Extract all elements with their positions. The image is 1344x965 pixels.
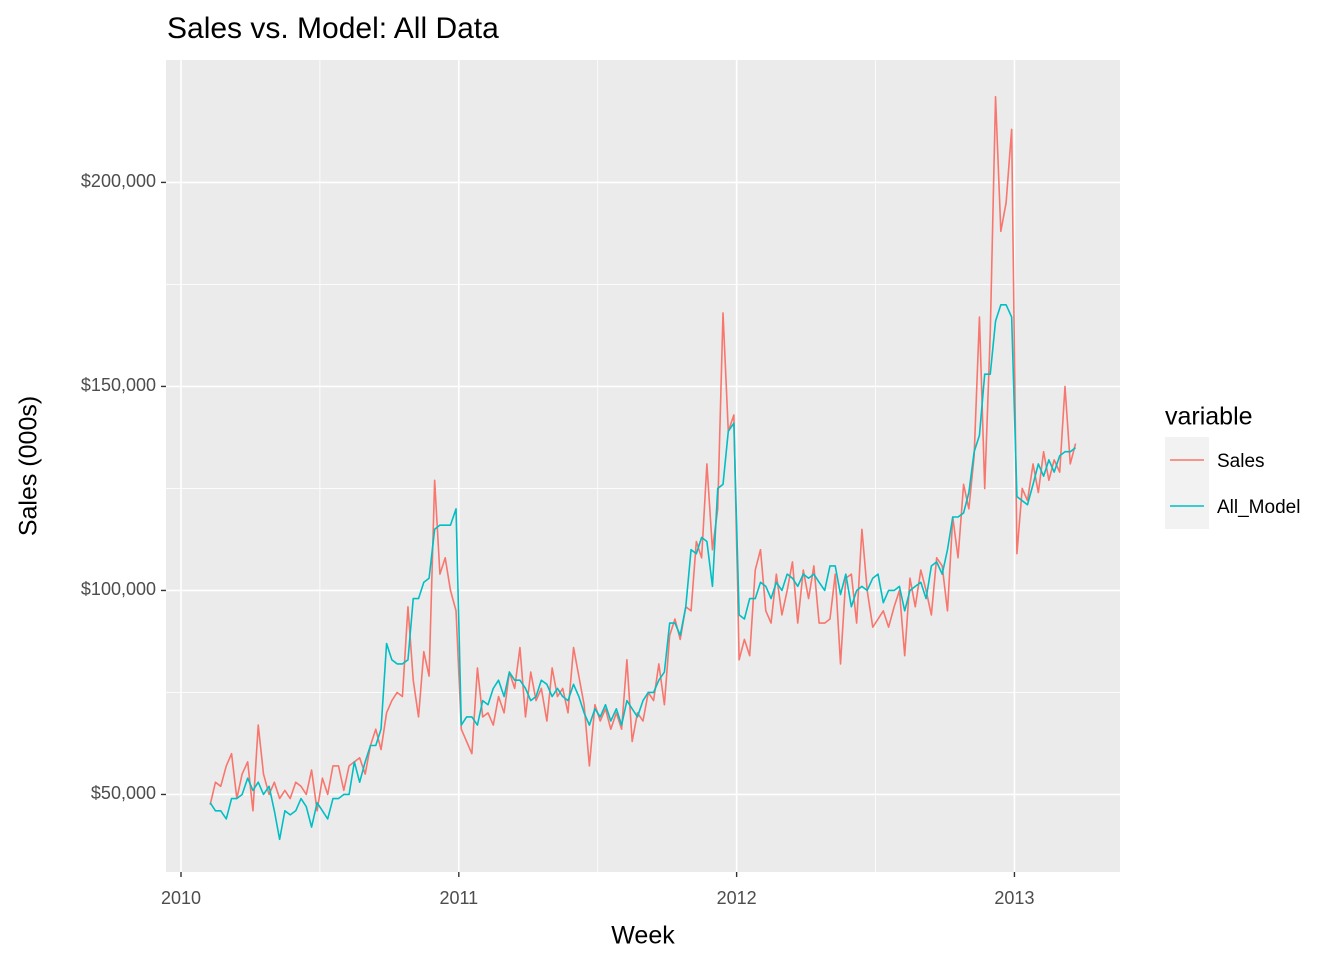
chart-title: Sales vs. Model: All Data: [167, 12, 499, 45]
y-tick-label: $100,000: [81, 579, 156, 599]
x-tick-label: 2010: [161, 888, 201, 908]
x-tick-label: 2011: [439, 888, 478, 908]
y-tick-label: $50,000: [91, 783, 156, 803]
x-tick-label: 2013: [994, 888, 1034, 908]
x-tick-label: 2012: [717, 888, 757, 908]
y-tick-label: $150,000: [81, 375, 156, 395]
panel: [166, 60, 1120, 872]
legend-label: All_Model: [1217, 497, 1300, 518]
legend-title: variable: [1165, 403, 1253, 431]
y-tick-label: $200,000: [81, 171, 156, 191]
series-line: [209, 304, 1077, 841]
x-axis-title: Week: [611, 922, 675, 950]
legend-label: Sales: [1217, 451, 1265, 472]
y-axis-title: Sales (000s): [15, 396, 43, 536]
